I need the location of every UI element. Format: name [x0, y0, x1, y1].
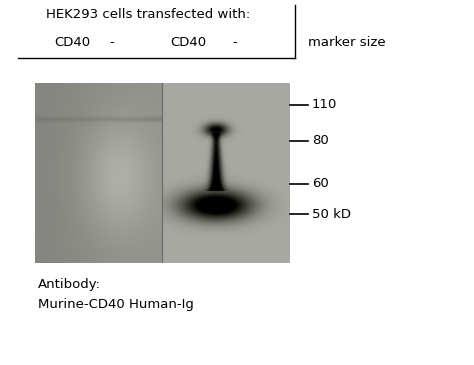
Text: -: - [109, 36, 114, 50]
Text: Murine-CD40 Human-Ig: Murine-CD40 Human-Ig [38, 298, 194, 311]
Text: 110: 110 [312, 98, 337, 111]
Text: HEK293 cells transfected with:: HEK293 cells transfected with: [46, 8, 250, 21]
Text: CD40: CD40 [54, 36, 90, 50]
Text: Antibody:: Antibody: [38, 278, 101, 291]
Text: -: - [233, 36, 237, 50]
Text: 80: 80 [312, 134, 329, 147]
Text: 60: 60 [312, 177, 329, 190]
Text: CD40: CD40 [170, 36, 206, 50]
Text: marker size: marker size [308, 36, 386, 50]
Text: 50 kD: 50 kD [312, 208, 351, 221]
